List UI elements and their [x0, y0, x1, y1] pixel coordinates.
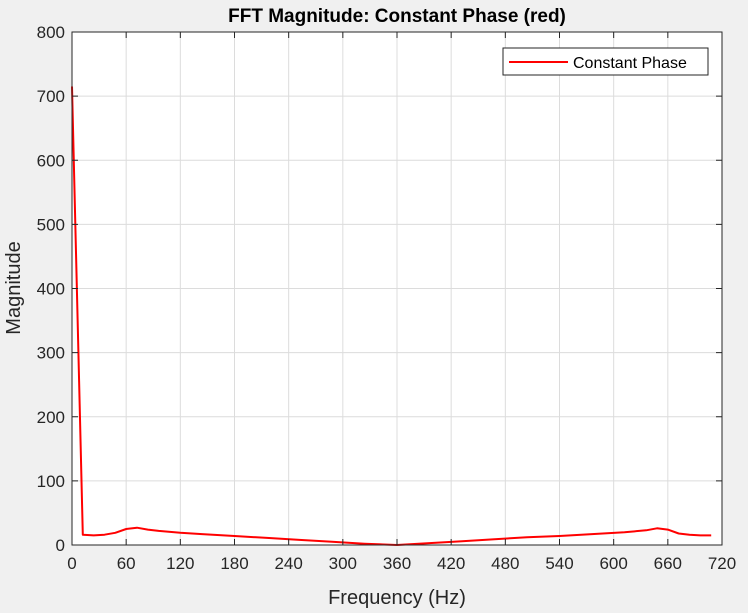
legend: Constant Phase	[502, 47, 709, 76]
x-tick-labels: 0 60 120 180 240 300 360 420 480 540 600 660 720	[67, 554, 736, 573]
x-tick-label: 720	[708, 554, 736, 573]
x-tick-label: 60	[117, 554, 136, 573]
tick-marks	[71, 31, 723, 546]
y-tick-label: 400	[37, 280, 65, 299]
x-tick-label: 660	[654, 554, 682, 573]
y-tick-label: 500	[37, 215, 65, 234]
y-tick-label: 200	[37, 408, 65, 427]
x-tick-label: 300	[329, 554, 357, 573]
x-axis-label: Frequency (Hz)	[328, 587, 466, 609]
y-tick-label: 700	[37, 87, 65, 106]
x-tick-label: 480	[491, 554, 519, 573]
y-axis-label: Magnitude	[3, 241, 25, 334]
legend-label-constant-phase: Constant Phase	[573, 55, 687, 72]
y-tick-label: 600	[37, 151, 65, 170]
x-tick-label: 180	[220, 554, 248, 573]
series-layer	[71, 86, 712, 546]
y-tick-label: 0	[56, 536, 65, 555]
y-tick-label: 300	[37, 344, 65, 363]
x-tick-label: 420	[437, 554, 465, 573]
x-tick-label: 540	[545, 554, 573, 573]
y-tick-labels: 0 100 200 300 400 500 600 700 800	[37, 23, 65, 555]
x-tick-label: 120	[166, 554, 194, 573]
y-tick-label: 800	[37, 23, 65, 42]
x-tick-label: 360	[383, 554, 411, 573]
x-tick-label: 600	[599, 554, 627, 573]
chart-title: FFT Magnitude: Constant Phase (red)	[228, 6, 566, 27]
grid-lines	[72, 32, 722, 545]
x-tick-label: 240	[274, 554, 302, 573]
x-tick-label: 0	[67, 554, 76, 573]
series-line-constant-phase	[71, 86, 712, 546]
y-tick-label: 100	[37, 472, 65, 491]
